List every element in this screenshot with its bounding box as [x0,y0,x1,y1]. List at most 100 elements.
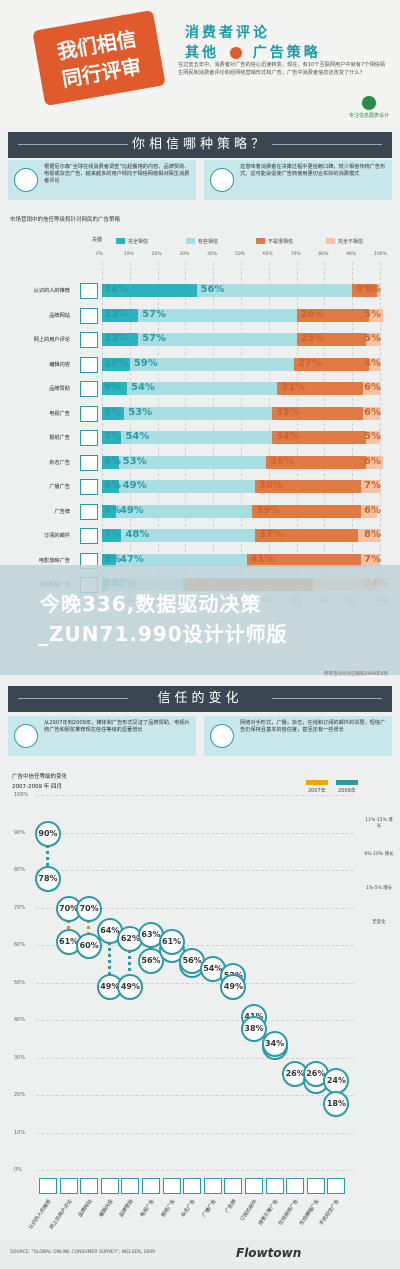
bar-segment [254,529,358,542]
bar-value-label: 59% [133,357,158,369]
category-icon [80,479,98,495]
category-icon [203,1178,222,1194]
section1-panel-right [204,160,392,200]
bar-segment [102,480,119,493]
bar-segment [296,308,369,322]
category-label: 报纸广告 [49,435,70,441]
bar-value-label: 6% [104,480,121,491]
y-tick-label: 30% [14,1054,26,1061]
footer-source: SOURCE: "GLOBAL ONLINE CONSUMER SURVEY",… [10,1250,155,1255]
y-tick-label: 100% [14,792,29,798]
category-icon [80,528,98,544]
data-point-2007: 49% [96,974,123,1001]
bar-value-label: 8% [104,406,121,418]
x-tick-label: 50% [235,252,246,257]
bar-segment [252,504,361,518]
bar-segment [102,406,125,420]
change-connector [46,832,49,878]
gridline [380,262,381,597]
bar-segment [254,480,361,493]
change-connector [149,933,152,960]
bar-segment [293,357,369,371]
data-point-2007: 56% [179,948,206,974]
change-legend-label: 11%-15% 增长 [365,818,393,829]
category-icon [142,1178,160,1194]
data-point-2007: 38% [241,1015,267,1042]
bar-segment [360,480,380,493]
bar-segment [121,431,272,444]
section2-panel-right [204,716,392,756]
gridline [185,262,187,597]
x-tick-label: 90% [346,252,357,257]
bar-segment [360,504,378,518]
change-connector [190,960,194,964]
section2-left-text: 从2007年到2009年，媒体和广告形式见证了品牌赞助、电视片商广告和朋友推荐现… [44,720,190,733]
gridline [324,262,326,597]
bar-segment [102,504,116,518]
people-icon [14,168,38,192]
bar-value-label: 5% [104,504,121,516]
gridline [36,832,354,834]
category-label: 电视广告 [49,410,70,417]
bar-value-label: 49% [122,480,147,491]
x-tick-label: 70% [290,252,301,257]
bar-value-label: 31% [281,382,306,393]
category-label: 电影放映广告 [38,557,70,564]
bar-segment [271,406,364,420]
bar-segment [102,333,139,346]
category-icon [59,1178,78,1194]
bar-value-label: 57% [142,308,167,320]
legend-swatch [336,780,358,785]
bar-segment [124,406,272,420]
category-label: 认识的人的推荐 [33,288,70,294]
category-icon [183,1178,202,1194]
data-point-2007: 60% [76,933,103,959]
data-point-2009: 52% [220,963,247,989]
header-description: 在过去五年中，消费者对广告的信心迅速转变。现在，有10个互联网用户中就有7个相信… [178,62,386,76]
x-tick-label: 100% [374,252,387,257]
category-label: 网上的用户评论 [33,337,70,343]
bar-value-label: 13% [104,308,128,320]
category-icon [80,283,98,299]
category-label: 杂志广告 [49,459,70,466]
bar-value-label: 8% [364,529,381,540]
banner-line1: 今晚336,数据驱动决策 [40,592,262,616]
y-tick-label: 90% [14,829,26,836]
y-tick-label: 80% [14,867,26,873]
change-connector [66,907,70,942]
section1-left-text: 根据尼尔森“全球在线消费者调查”比起餐馆的内容、品牌赞助、电视或杂志广告，越来越… [44,164,190,184]
bar-segment [115,553,247,567]
logo-text: 专注信息图表设计 [348,113,389,119]
y-tick-label: 70% [14,904,26,911]
bar-value-label: 4% [364,357,381,369]
category-icon [286,1178,305,1194]
bar-segment [366,333,380,346]
legend-label: 有些相信 [198,239,219,245]
x-tick-label: 0% [96,252,104,257]
and-icon [229,47,242,59]
category-icon [80,381,98,397]
ad-icon [210,168,234,192]
bar-value-label: 48% [125,529,150,540]
chart1-legend-title: 关键 [92,237,103,243]
bar-value-label: 54% [125,431,150,442]
x-tick-label: 30% [179,252,190,257]
section1-right-text: 这意味着消费者在决策过程中更信赖口碑，较少相信传统广告形式。这可能会促使广告商使… [240,164,386,177]
bar-value-label: 39% [256,504,281,516]
category-icon [224,1178,243,1194]
x-tick-label: 10% [123,252,134,257]
category-label: 广播广告 [49,484,70,490]
gridline [36,795,354,796]
legend-label: 2007年 [308,788,326,794]
category-icon [121,1178,140,1194]
bar-segment [118,455,266,469]
bar-segment [102,382,128,395]
bar-value-label: 49% [119,504,144,516]
bar-segment [129,357,294,371]
bar-segment [363,406,380,420]
bar-segment [102,455,119,469]
change-legend-label: 无变化 [372,920,386,925]
header-title-line2a: 其他 [185,45,219,61]
bar-segment [102,357,130,371]
legend-label: 完全不相信 [338,239,364,245]
